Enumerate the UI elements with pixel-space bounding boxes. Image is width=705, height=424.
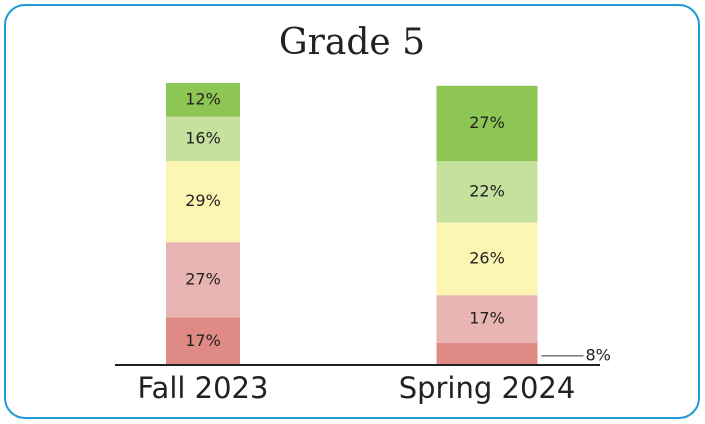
bar-segment xyxy=(436,85,538,162)
value-label: 17% xyxy=(185,331,221,350)
bar-segment xyxy=(166,317,240,365)
bar-segment xyxy=(166,116,240,162)
bar-segment xyxy=(166,83,240,117)
x-tick-label: Fall 2023 xyxy=(138,371,269,405)
value-label: 16% xyxy=(185,128,221,147)
x-tick-label: Spring 2024 xyxy=(399,371,576,405)
bar-segment xyxy=(436,222,538,296)
value-label: 27% xyxy=(185,269,221,288)
value-label: 22% xyxy=(469,181,505,200)
value-label: 26% xyxy=(469,248,505,267)
bar-segment xyxy=(436,342,538,365)
bar-segment xyxy=(436,295,538,343)
bar-segment xyxy=(436,161,538,223)
value-label: 17% xyxy=(469,308,505,327)
chart-title: Grade 5 xyxy=(279,22,425,63)
bar-segment xyxy=(166,242,240,318)
bar-segment xyxy=(166,161,240,243)
value-label: 8% xyxy=(586,345,611,364)
value-label: 27% xyxy=(469,113,505,132)
value-label: 12% xyxy=(185,89,221,108)
value-label: 29% xyxy=(185,191,221,210)
